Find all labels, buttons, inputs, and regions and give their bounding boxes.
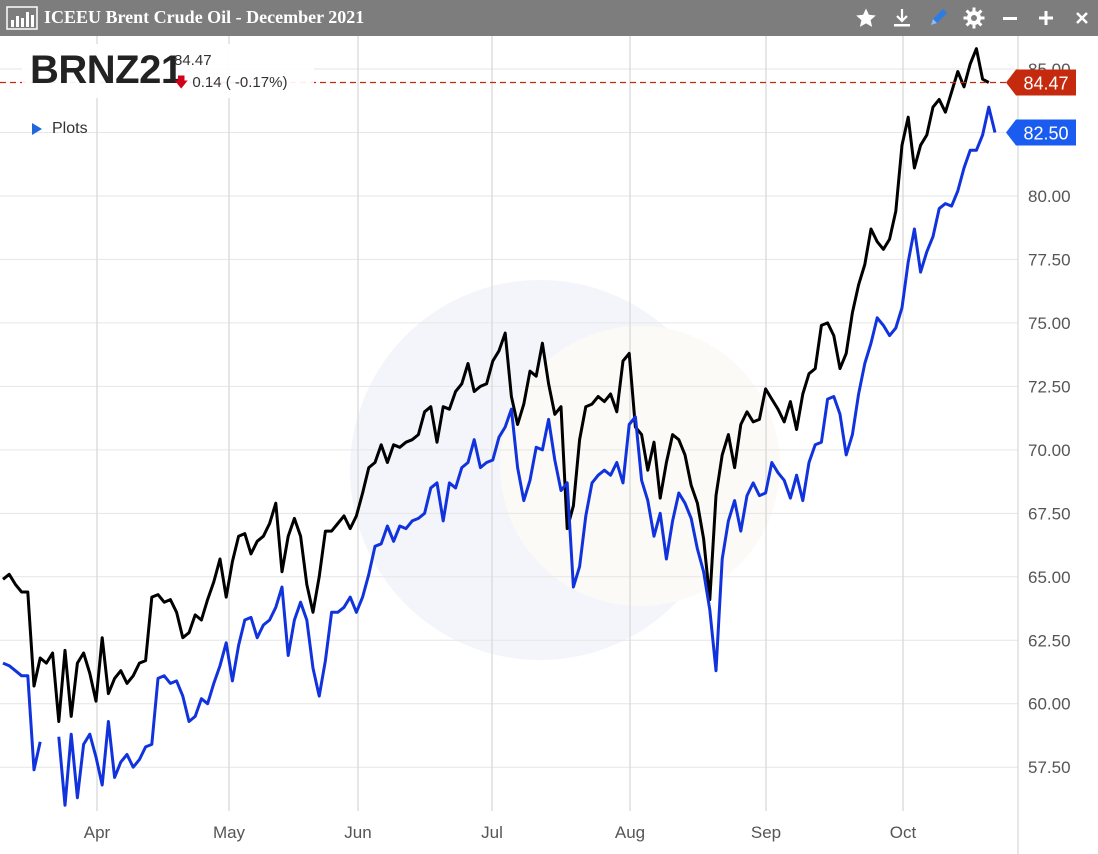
star-icon[interactable] <box>854 6 878 30</box>
plots-toggle[interactable]: Plots <box>32 120 88 138</box>
y-tick-label: 65.00 <box>1028 568 1071 587</box>
window-titlebar: ICEEU Brent Crude Oil - December 2021 <box>0 0 1098 36</box>
x-tick-label: Oct <box>890 823 917 842</box>
y-tick-label: 57.50 <box>1028 758 1071 777</box>
x-tick-label: Sep <box>751 823 781 842</box>
x-tick-label: Apr <box>84 823 111 842</box>
down-arrow-icon: 🡇 <box>174 74 189 90</box>
minimize-icon[interactable] <box>998 6 1022 30</box>
expand-arrow-icon <box>32 123 42 135</box>
y-tick-label: 75.00 <box>1028 314 1071 333</box>
x-tick-label: May <box>213 823 246 842</box>
y-tick-label: 70.00 <box>1028 441 1071 460</box>
chart-area[interactable]: 57.50 60.00 62.50 65.00 67.50 70.00 72.50 75.00… <box>0 36 1098 854</box>
last-price-tag-bg <box>1006 69 1076 96</box>
pencil-icon[interactable] <box>926 6 950 30</box>
gear-icon[interactable] <box>962 6 986 30</box>
plot-value-tag-bg <box>1006 119 1076 146</box>
close-icon[interactable] <box>1070 6 1094 30</box>
symbol-label: BRNZ21 <box>30 48 183 92</box>
y-tick-label: 80.00 <box>1028 187 1071 206</box>
plots-label: Plots <box>52 120 88 137</box>
last-price-tag: 84.47 <box>1023 73 1068 93</box>
y-tick-label: 72.50 <box>1028 377 1071 396</box>
price-chart[interactable]: 57.50 60.00 62.50 65.00 67.50 70.00 72.50 75.00… <box>0 36 1098 854</box>
symbol-quote-box: BRNZ21 84.47 🡇 0.14 ( -0.17%) <box>22 44 314 98</box>
x-tick-label: Aug <box>615 823 645 842</box>
window-title: ICEEU Brent Crude Oil - December 2021 <box>44 7 365 27</box>
x-tick-label: Jul <box>481 823 503 842</box>
price-change-value: 0.14 ( -0.17%) <box>192 74 288 91</box>
x-tick-label: Jun <box>344 823 371 842</box>
price-series-line <box>2 47 990 723</box>
plot-value-tag: 82.50 <box>1023 123 1068 143</box>
chart-app-icon <box>6 6 38 30</box>
download-icon[interactable] <box>890 6 914 30</box>
price-change: 🡇 0.14 ( -0.17%) <box>174 72 287 96</box>
plot-series-line <box>2 105 997 807</box>
last-price: 84.47 <box>174 52 212 69</box>
y-tick-label: 62.50 <box>1028 631 1071 650</box>
y-tick-label: 67.50 <box>1028 504 1071 523</box>
y-tick-label: 60.00 <box>1028 695 1071 714</box>
add-icon[interactable] <box>1034 6 1058 30</box>
y-tick-label: 77.50 <box>1028 250 1071 269</box>
